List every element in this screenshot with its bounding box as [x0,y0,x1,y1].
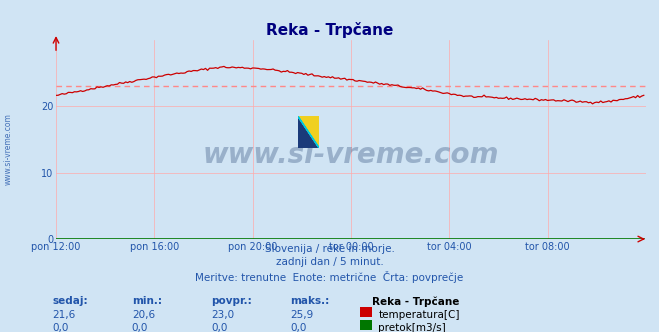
Text: maks.:: maks.: [290,296,330,306]
Text: 25,9: 25,9 [290,310,313,320]
Polygon shape [298,116,319,148]
Text: povpr.:: povpr.: [211,296,252,306]
Text: Reka - Trpčane: Reka - Trpčane [266,22,393,38]
Text: zadnji dan / 5 minut.: zadnji dan / 5 minut. [275,257,384,267]
Text: 23,0: 23,0 [211,310,234,320]
Text: sedaj:: sedaj: [53,296,88,306]
Bar [360,307,372,317]
Text: Meritve: trenutne  Enote: metrične  Črta: povprečje: Meritve: trenutne Enote: metrične Črta: … [195,271,464,283]
Text: www.si-vreme.com: www.si-vreme.com [203,141,499,169]
Text: 20,6: 20,6 [132,310,155,320]
Text: 0,0: 0,0 [132,323,148,332]
Text: www.si-vreme.com: www.si-vreme.com [3,114,13,185]
Bar [360,320,372,330]
Text: temperatura[C]: temperatura[C] [378,310,460,320]
Text: 0,0: 0,0 [53,323,69,332]
Text: 0,0: 0,0 [290,323,306,332]
Text: Slovenija / reke in morje.: Slovenija / reke in morje. [264,244,395,254]
Polygon shape [298,116,319,148]
Text: Reka - Trpčane: Reka - Trpčane [372,296,460,307]
Text: 21,6: 21,6 [53,310,76,320]
Text: 0,0: 0,0 [211,323,227,332]
Polygon shape [298,116,319,148]
Text: pretok[m3/s]: pretok[m3/s] [378,323,446,332]
Text: min.:: min.: [132,296,162,306]
